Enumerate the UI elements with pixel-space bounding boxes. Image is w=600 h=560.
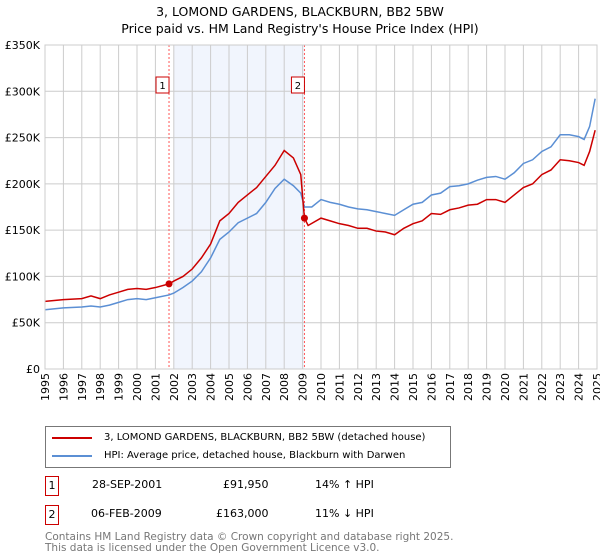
x-tick-label: 2012 — [352, 373, 365, 401]
x-tick-label: 2000 — [131, 373, 144, 401]
x-tick-label: 2008 — [278, 373, 291, 401]
chart-title: 3, LOMOND GARDENS, BLACKBURN, BB2 5BW — [156, 4, 444, 19]
sale-date: 06-FEB-2009 — [91, 507, 162, 520]
x-tick-label: 2020 — [499, 373, 512, 401]
x-tick-label: 2019 — [481, 373, 494, 401]
x-tick-label: 1999 — [113, 373, 126, 401]
chart-subtitle: Price paid vs. HM Land Registry's House … — [121, 21, 479, 36]
x-tick-label: 2022 — [536, 373, 549, 401]
y-tick-label: £250K — [5, 132, 41, 145]
footer: Contains HM Land Registry data © Crown c… — [45, 532, 453, 554]
x-tick-label: 2014 — [389, 373, 402, 401]
x-tick-label: 1998 — [94, 373, 107, 401]
x-tick-label: 2007 — [260, 373, 273, 401]
legend: 3, LOMOND GARDENS, BLACKBURN, BB2 5BW (d… — [45, 426, 451, 468]
x-tick-label: 2017 — [444, 373, 457, 401]
sale-marker-label: 2 — [295, 81, 301, 92]
legend-item-hpi: HPI: Average price, detached house, Blac… — [52, 450, 405, 461]
x-tick-label: 1996 — [57, 373, 70, 401]
shaded-ownership-period — [173, 45, 305, 369]
y-tick-label: £350K — [5, 39, 41, 52]
x-tick-label: 2025 — [591, 373, 600, 401]
sale-hpi-diff: 11% ↓ HPI — [315, 507, 374, 520]
sale-marker-badge: 1 — [45, 476, 59, 496]
sale-marker-box — [155, 76, 170, 94]
y-tick-label: £0 — [26, 363, 40, 376]
x-tick-label: 2004 — [205, 373, 218, 401]
red-line-swatch — [52, 436, 92, 439]
sale-point — [165, 280, 173, 288]
x-tick-label: 2011 — [333, 373, 346, 401]
sale-row: 1 28-SEP-2001 £91,950 14% ↑ HPI — [45, 476, 465, 496]
x-tick-label: 2001 — [149, 373, 162, 401]
legend-label: HPI: Average price, detached house, Blac… — [104, 450, 406, 461]
footer-licence: This data is licensed under the Open Gov… — [45, 542, 380, 554]
y-tick-label: £50K — [12, 317, 41, 330]
x-tick-label: 2016 — [425, 373, 438, 401]
footer-copyright: Contains HM Land Registry data © Crown c… — [45, 531, 454, 543]
sale-point — [300, 214, 308, 222]
y-tick-label: £100K — [5, 270, 41, 283]
property-price-line — [44, 129, 596, 303]
blue-line-swatch — [52, 454, 92, 457]
sale-marker-box — [290, 76, 305, 94]
y-tick-label: £300K — [5, 85, 41, 98]
x-tick-label: 2018 — [462, 373, 475, 401]
x-tick-label: 2010 — [315, 373, 328, 401]
x-tick-label: 2003 — [186, 373, 199, 401]
x-tick-label: 2023 — [554, 373, 567, 401]
hpi-line — [44, 98, 596, 311]
sale-marker-badge: 2 — [45, 505, 59, 525]
x-tick-label: 2015 — [407, 373, 420, 401]
y-tick-label: £200K — [5, 178, 41, 191]
x-tick-label: 1997 — [76, 373, 89, 401]
x-tick-label: 2002 — [168, 373, 181, 401]
sale-marker-label: 1 — [159, 81, 165, 92]
x-tick-label: 2009 — [297, 373, 310, 401]
legend-item-property: 3, LOMOND GARDENS, BLACKBURN, BB2 5BW (d… — [52, 432, 425, 443]
legend-label: 3, LOMOND GARDENS, BLACKBURN, BB2 5BW (d… — [104, 432, 426, 443]
plot-frame — [44, 44, 598, 370]
x-tick-label: 2005 — [223, 373, 236, 401]
x-tick-label: 2024 — [573, 373, 586, 401]
x-tick-label: 2021 — [517, 373, 530, 401]
x-tick-label: 2006 — [241, 373, 254, 401]
x-tick-label: 2013 — [370, 373, 383, 401]
y-tick-label: £150K — [5, 224, 41, 237]
sale-row: 2 06-FEB-2009 £163,000 11% ↓ HPI — [45, 505, 465, 525]
price-chart: 1995 1996 1997 1998 1999 2000 2001 2002 2003 2004… — [5, 39, 600, 401]
sale-date: 28-SEP-2001 — [92, 478, 163, 491]
sale-price: £163,000 — [216, 507, 269, 520]
sale-hpi-diff: 14% ↑ HPI — [315, 478, 374, 491]
x-tick-label: 1995 — [39, 373, 52, 401]
sale-price: £91,950 — [223, 478, 269, 491]
